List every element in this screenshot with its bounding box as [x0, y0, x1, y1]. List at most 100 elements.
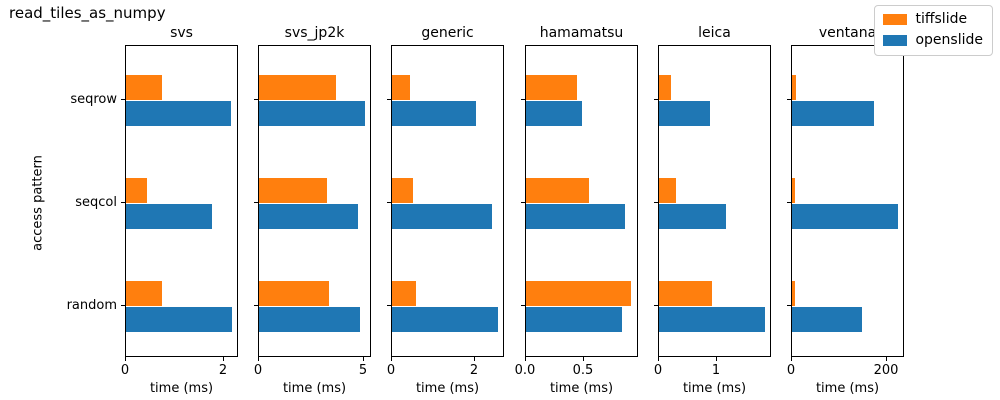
bar-openslide-seqrow — [392, 101, 477, 126]
bar-openslide-random — [392, 306, 498, 332]
y-tick-mark — [387, 304, 391, 306]
bar-openslide-seqcol — [392, 204, 492, 229]
bar-tiffslide-random — [126, 280, 162, 306]
y-tick-mark — [387, 202, 391, 203]
y-tick-mark — [521, 99, 525, 100]
subplot-title-hamamatsu: hamamatsu — [539, 25, 624, 41]
x-tick-mark — [363, 357, 364, 361]
subplot-axes-generic — [391, 45, 504, 357]
legend-entry-tiffslide: tiffslide — [883, 11, 983, 28]
subplot-axes-hamamatsu — [525, 45, 638, 357]
y-tick-mark — [387, 99, 391, 100]
subplot-axes-svs_jp2k — [258, 45, 371, 357]
subplot-title-generic: generic — [421, 25, 474, 41]
bar-tiffslide-random — [392, 280, 417, 306]
x-tick-label: 2 — [218, 363, 228, 378]
bar-openslide-seqrow — [659, 101, 710, 126]
bar-openslide-seqrow — [259, 101, 365, 126]
bar-tiffslide-random — [259, 280, 330, 306]
bar-openslide-random — [526, 306, 623, 332]
y-tick-mark — [254, 202, 258, 203]
subplot-axes-svs — [125, 45, 238, 357]
bar-tiffslide-seqrow — [126, 75, 162, 100]
x-tick-label: 2 — [469, 363, 479, 378]
legend-swatch-tiffslide-icon — [883, 14, 908, 25]
x-tick-label: 0 — [386, 363, 396, 378]
y-tick-mark — [121, 99, 125, 100]
x-tick-label: 200 — [873, 363, 899, 378]
y-tick-mark — [787, 202, 791, 203]
bar-openslide-random — [259, 306, 361, 332]
y-tick-label-random: random — [66, 297, 117, 313]
subplot-axes-leica — [658, 45, 771, 357]
subplot-title-svs: svs — [170, 25, 193, 41]
y-tick-mark — [521, 304, 525, 306]
x-axis-label: time (ms) — [415, 381, 480, 396]
x-tick-label: 0 — [120, 363, 130, 378]
x-tick-label: 0.0 — [514, 363, 536, 378]
y-tick-mark — [654, 99, 658, 100]
bar-openslide-random — [792, 306, 862, 332]
y-tick-mark — [121, 304, 125, 306]
bar-openslide-seqrow — [126, 101, 231, 126]
legend-label-tiffslide: tiffslide — [915, 11, 968, 27]
x-axis-label: time (ms) — [815, 381, 880, 396]
bar-tiffslide-seqcol — [392, 178, 414, 203]
x-tick-mark — [583, 357, 584, 361]
x-tick-label: 0 — [253, 363, 263, 378]
bar-tiffslide-seqrow — [659, 75, 671, 100]
bar-openslide-seqrow — [792, 101, 875, 126]
y-tick-mark — [787, 99, 791, 100]
y-axis-label: access pattern — [30, 155, 46, 251]
bar-tiffslide-random — [659, 280, 712, 306]
figure-title: read_tiles_as_numpy — [9, 4, 166, 22]
y-tick-label-seqrow: seqrow — [70, 92, 117, 107]
x-axis-label: time (ms) — [149, 381, 214, 396]
y-tick-mark — [654, 202, 658, 203]
bar-tiffslide-seqcol — [659, 178, 677, 203]
bar-openslide-random — [126, 306, 232, 332]
bar-tiffslide-seqrow — [392, 75, 410, 100]
bar-openslide-seqcol — [792, 204, 898, 229]
y-tick-mark — [654, 304, 658, 306]
x-axis-label: time (ms) — [682, 381, 747, 396]
bar-openslide-seqcol — [126, 204, 213, 229]
subplot-title-ventana: ventana — [818, 25, 877, 41]
y-tick-mark — [121, 202, 125, 203]
x-tick-label: 0 — [653, 363, 663, 378]
subplot-axes-ventana — [791, 45, 904, 357]
y-tick-mark — [521, 202, 525, 203]
y-tick-mark — [254, 304, 258, 306]
x-tick-label: 0 — [786, 363, 796, 378]
bar-tiffslide-random — [526, 280, 632, 306]
bar-tiffslide-seqcol — [259, 178, 328, 203]
bar-openslide-random — [659, 306, 765, 332]
legend: tiffslide openslide — [874, 5, 993, 56]
bar-openslide-seqcol — [259, 204, 359, 229]
x-tick-mark — [474, 357, 475, 361]
bar-openslide-seqcol — [659, 204, 727, 229]
bar-tiffslide-seqrow — [792, 75, 797, 100]
x-tick-mark — [716, 357, 717, 361]
bar-tiffslide-seqcol — [792, 178, 796, 203]
y-tick-mark — [787, 304, 791, 306]
x-tick-mark — [125, 357, 126, 361]
x-axis-label: time (ms) — [282, 381, 347, 396]
bar-tiffslide-seqcol — [526, 178, 590, 203]
y-tick-label-seqcol: seqcol — [75, 195, 117, 210]
y-tick-mark — [254, 99, 258, 100]
x-tick-mark — [525, 357, 526, 361]
bar-tiffslide-seqcol — [126, 178, 148, 203]
legend-entry-openslide: openslide — [883, 32, 983, 49]
bar-tiffslide-seqrow — [526, 75, 577, 100]
bar-openslide-seqrow — [526, 101, 582, 126]
x-tick-mark — [258, 357, 259, 361]
x-axis-label: time (ms) — [549, 381, 614, 396]
x-tick-mark — [223, 357, 224, 361]
bar-openslide-seqcol — [526, 204, 625, 229]
legend-label-openslide: openslide — [915, 32, 983, 48]
x-tick-mark — [886, 357, 887, 361]
x-tick-label: 1 — [711, 363, 721, 378]
x-tick-mark — [791, 357, 792, 361]
